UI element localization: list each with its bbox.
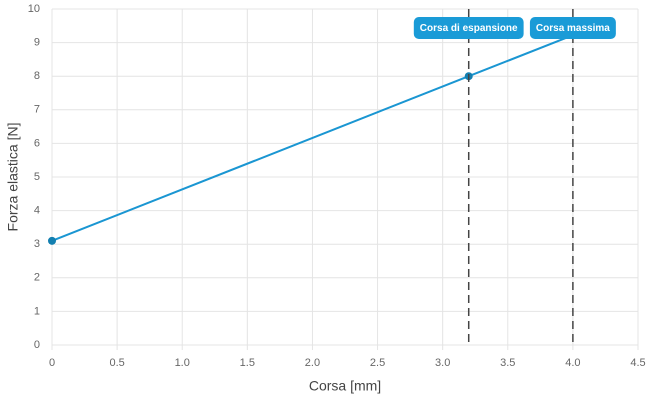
y-tick-label: 3 [34,238,40,250]
annotation-label: Corsa di espansione [420,23,518,34]
y-tick-label: 10 [28,3,40,15]
x-axis-title: Corsa [mm] [309,378,381,394]
x-tick-label: 3.5 [500,357,515,369]
x-tick-label: 4.5 [630,357,645,369]
x-tick-label: 0.5 [109,357,124,369]
y-tick-label: 7 [34,104,40,116]
x-tick-label: 3.0 [435,357,450,369]
y-axis-title: Forza elastica [N] [5,123,21,232]
annotation-badge [413,17,524,39]
y-tick-label: 0 [34,339,40,351]
y-tick-label: 9 [34,37,40,49]
y-tick-label: 1 [34,305,40,317]
x-tick-label: 0 [49,357,55,369]
annotation-label: Corsa massima [536,23,610,34]
x-tick-label: 1.5 [240,357,255,369]
x-tick-label: 2.5 [370,357,385,369]
x-tick-label: 2.0 [305,357,320,369]
y-tick-label: 5 [34,171,40,183]
annotation-badge [529,17,616,39]
y-tick-label: 4 [34,205,40,217]
y-tick-label: 8 [34,70,40,82]
x-tick-label: 1.0 [175,357,190,369]
data-point [48,236,56,245]
y-tick-label: 2 [34,272,40,284]
y-tick-label: 6 [34,137,40,149]
x-tick-label: 4.0 [565,357,580,369]
